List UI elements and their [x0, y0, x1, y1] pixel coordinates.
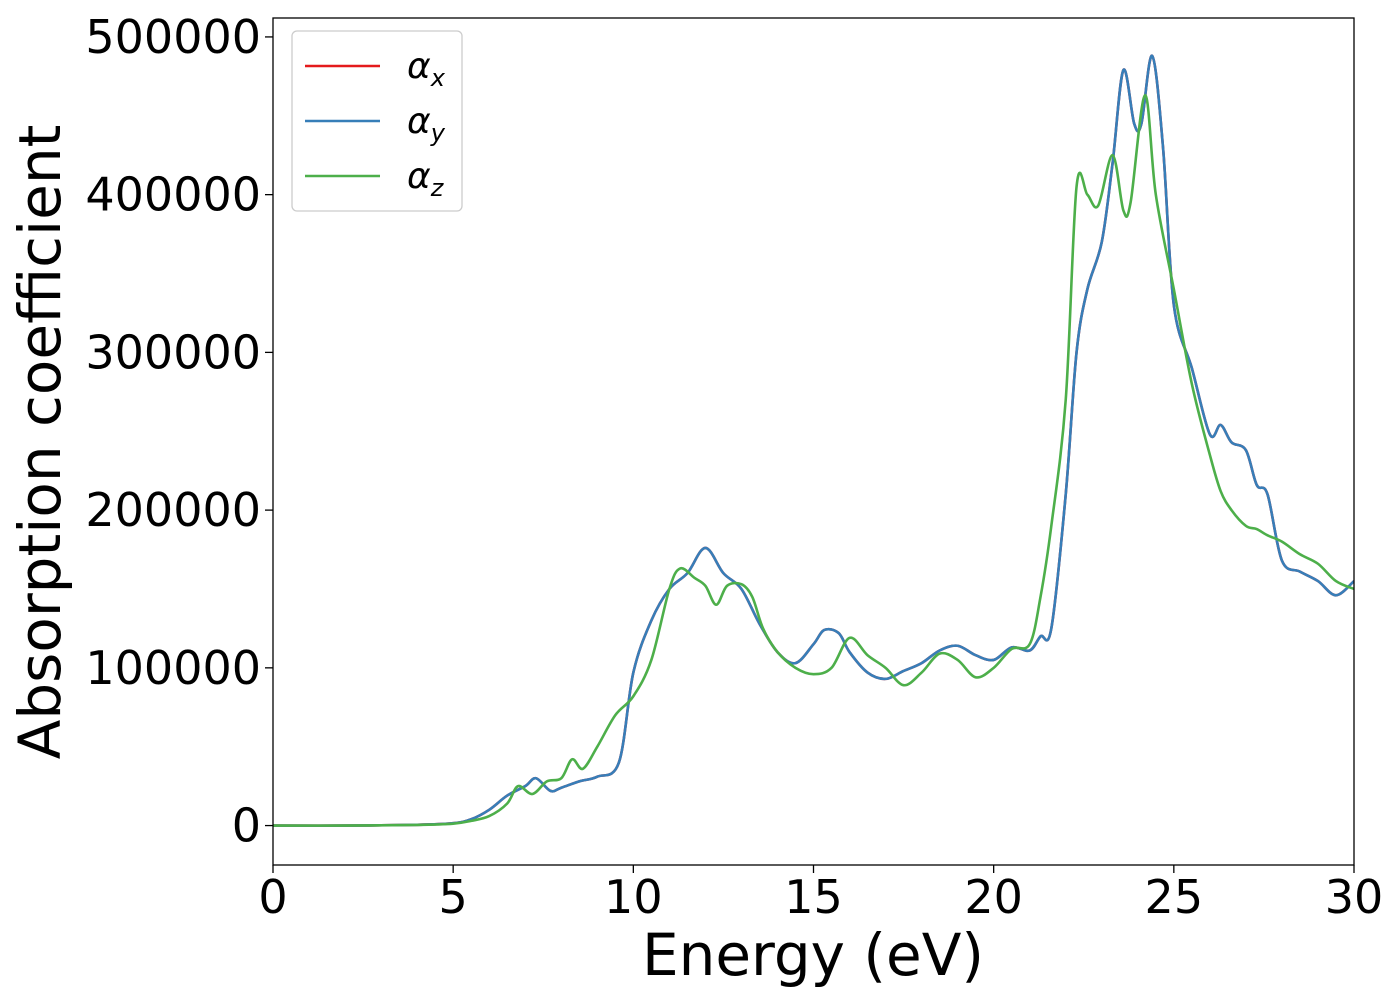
series-line-alpha-z — [273, 93, 1354, 827]
y-tick-label: 0 — [232, 799, 261, 853]
y-axis-title: Absorption coefficient — [6, 125, 74, 760]
series-line-alpha-y — [273, 54, 1354, 827]
x-tick-label: 20 — [964, 870, 1023, 924]
y-tick-label: 200000 — [85, 483, 261, 537]
x-tick-label: 0 — [258, 870, 287, 924]
plot-frame — [272, 17, 1355, 866]
legend-label-alpha-z: αz — [407, 156, 445, 202]
y-tick-label: 400000 — [85, 168, 261, 222]
x-tick-label: 10 — [604, 870, 663, 924]
series-layer — [273, 54, 1354, 827]
x-axis-title: Energy (eV) — [642, 921, 984, 989]
y-tick-label: 300000 — [85, 325, 261, 379]
legend-label-alpha-x: αx — [407, 46, 446, 92]
x-tick-label: 25 — [1145, 870, 1204, 924]
legend-label-alpha-y: αy — [407, 101, 446, 147]
ticks-layer: 0 5 10 15 20 25 30 0 100000 200000 300000 400000 500… — [85, 10, 1383, 924]
x-tick-label: 30 — [1325, 870, 1384, 924]
y-tick-label: 100000 — [85, 641, 261, 695]
y-tick-label: 500000 — [85, 10, 261, 64]
x-tick-label: 5 — [439, 870, 468, 924]
x-tick-label: 15 — [784, 870, 843, 924]
legend: αx αy αz — [291, 30, 463, 212]
